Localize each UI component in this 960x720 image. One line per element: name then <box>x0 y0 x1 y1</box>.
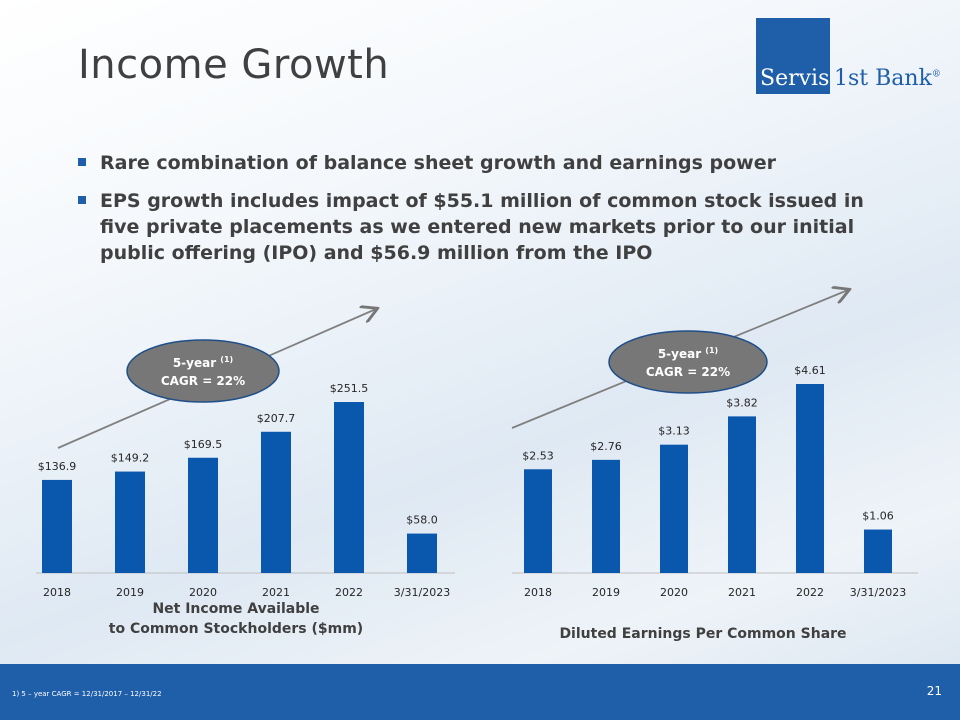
bar <box>592 459 620 573</box>
data-label: $2.53 <box>522 449 554 462</box>
tick-label: 2022 <box>335 586 363 599</box>
bullet-list: Rare combination of balance sheet growth… <box>78 150 908 278</box>
data-label: $2.76 <box>590 440 622 453</box>
tick-label: 2018 <box>43 586 71 599</box>
bar <box>334 402 364 573</box>
bar <box>660 444 688 573</box>
bullet-text: EPS growth includes impact of $55.1 mill… <box>100 190 864 264</box>
chart-title: Diluted Earnings Per Common Share <box>559 626 846 642</box>
bar <box>524 469 552 573</box>
bullet-square-icon <box>78 158 86 166</box>
footnote: 1) 5 – year CAGR = 12/31/2017 – 12/31/22 <box>12 690 162 698</box>
chart-title: to Common Stockholders ($mm) <box>109 621 363 637</box>
bullet-square-icon <box>78 196 86 204</box>
servisfirst-logo: Servis 1st Bank® <box>756 18 942 94</box>
tick-label: 2019 <box>592 586 620 599</box>
tick-label: 3/31/2023 <box>850 586 906 599</box>
chart-title: Net Income Available <box>152 601 319 617</box>
logo-word-bank-text: 1st Bank <box>834 66 932 91</box>
cagr-label-line1: 5-year (1) <box>173 355 233 370</box>
data-label: $169.5 <box>184 438 223 451</box>
data-label: $149.2 <box>111 452 150 465</box>
cagr-bubble <box>126 339 280 403</box>
data-label: $1.06 <box>862 510 894 523</box>
bar <box>796 384 824 573</box>
bar <box>407 533 437 573</box>
bullet-item: Rare combination of balance sheet growth… <box>78 150 908 176</box>
data-label: $3.82 <box>726 396 758 409</box>
cagr-period: 5-year <box>173 356 220 370</box>
data-label: $251.5 <box>330 382 369 395</box>
tick-label: 2020 <box>189 586 217 599</box>
bullet-item: EPS growth includes impact of $55.1 mill… <box>78 188 908 266</box>
bar <box>42 479 72 573</box>
logo-word-servis: Servis <box>760 66 830 91</box>
bullet-text: Rare combination of balance sheet growth… <box>100 152 776 174</box>
cagr-footnote-ref: (1) <box>705 346 718 355</box>
logo-registered-mark: ® <box>931 69 941 80</box>
cagr-bubble <box>608 330 768 394</box>
tick-label: 2021 <box>728 586 756 599</box>
bar <box>864 529 892 573</box>
data-label: $3.13 <box>658 425 690 438</box>
bar <box>261 431 291 573</box>
tick-label: 2018 <box>524 586 552 599</box>
logo-word-bank: 1st Bank® <box>834 66 941 91</box>
cagr-period: 5-year <box>658 347 705 361</box>
data-label: $58.0 <box>406 514 438 527</box>
bar <box>728 416 756 573</box>
cagr-footnote-ref: (1) <box>220 355 233 364</box>
tick-label: 2020 <box>660 586 688 599</box>
tick-label: 2021 <box>262 586 290 599</box>
page-number: 21 <box>926 684 942 698</box>
tick-label: 2022 <box>796 586 824 599</box>
bar <box>115 471 145 573</box>
cagr-label-line1: 5-year (1) <box>658 346 718 361</box>
cagr-label-line2: CAGR = 22% <box>161 374 245 388</box>
eps-chart: $2.53 2018 $2.76 2019 $3.13 2020 $3.82 2021 $4.6… <box>511 290 918 642</box>
data-label: $136.9 <box>38 460 77 473</box>
slide-title: Income Growth <box>78 42 390 88</box>
cagr-label-line2: CAGR = 22% <box>646 365 730 379</box>
net-income-chart: $136.9 2018 $149.2 2019 $169.5 2020 $207.7 2021… <box>36 309 455 637</box>
footer-bar <box>0 664 960 720</box>
data-label: $207.7 <box>257 412 296 425</box>
logo-box <box>756 18 830 94</box>
data-label: $4.61 <box>794 364 826 377</box>
bar <box>188 457 218 573</box>
tick-label: 2019 <box>116 586 144 599</box>
tick-label: 3/31/2023 <box>394 586 450 599</box>
